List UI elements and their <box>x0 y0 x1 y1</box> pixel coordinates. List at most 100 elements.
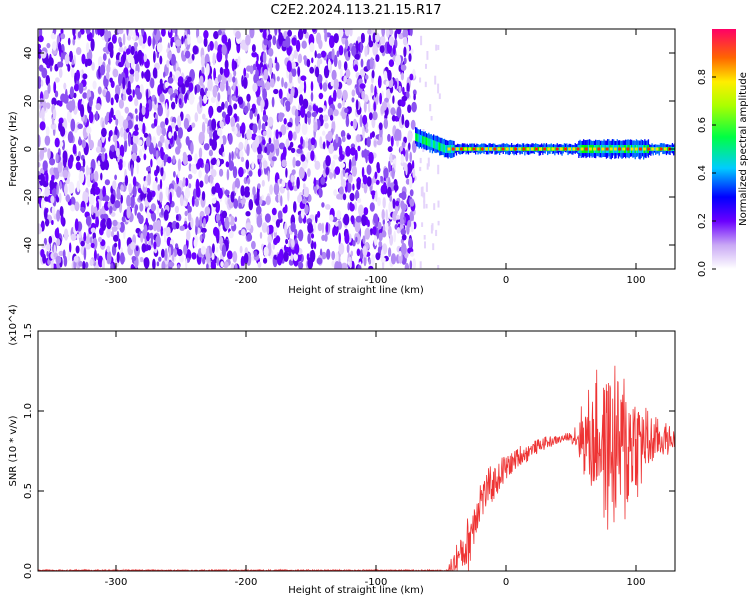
noise-cell <box>173 171 176 178</box>
noise-cell <box>164 248 168 262</box>
noise-cell <box>196 35 203 44</box>
noise-cell <box>322 82 328 92</box>
noise-cell <box>139 52 142 66</box>
noise-cell <box>89 258 94 267</box>
noise-cell <box>280 124 287 136</box>
noise-cell <box>395 54 401 66</box>
noise-cell <box>407 104 412 113</box>
noise-cell <box>114 140 118 152</box>
noise-cell <box>39 148 45 161</box>
noise-cell <box>377 75 382 89</box>
noise-cell <box>38 174 44 180</box>
noise-cell <box>105 90 111 103</box>
noise-cell <box>419 77 422 83</box>
noise-cell <box>261 179 265 187</box>
noise-cell <box>211 118 217 131</box>
noise-cell <box>151 190 156 197</box>
noise-cell <box>241 129 245 139</box>
noise-cell <box>40 51 47 59</box>
noise-cell <box>425 203 428 209</box>
noise-cell <box>203 30 209 39</box>
noise-cell <box>352 183 355 191</box>
noise-cell <box>387 186 392 198</box>
noise-cell <box>262 114 269 123</box>
noise-cell <box>281 77 284 88</box>
noise-cell <box>315 213 318 224</box>
noise-cell <box>150 77 155 89</box>
noise-cell <box>147 99 153 112</box>
noise-cell <box>310 150 315 162</box>
noise-cell <box>153 118 158 127</box>
noise-cell <box>141 71 145 79</box>
noise-cell <box>210 158 217 166</box>
snr-frame <box>37 330 676 572</box>
noise-cell <box>262 88 267 101</box>
noise-cell <box>51 205 56 217</box>
noise-cell <box>76 180 81 193</box>
noise-cell <box>401 141 406 148</box>
noise-cell <box>243 252 249 264</box>
noise-cell <box>421 222 424 227</box>
signal-core <box>518 147 522 151</box>
noise-cell <box>323 65 330 79</box>
noise-cell <box>38 76 42 89</box>
noise-cell <box>285 167 288 178</box>
noise-cell <box>42 160 48 172</box>
noise-cell <box>233 70 237 77</box>
noise-cell <box>294 228 298 236</box>
noise-cell <box>143 257 150 269</box>
noise-cell <box>191 195 195 207</box>
noise-cell <box>110 230 115 238</box>
noise-cell <box>177 264 181 269</box>
noise-cell <box>216 257 220 266</box>
noise-cell <box>256 214 263 228</box>
x-tick-label: 0 <box>503 577 509 588</box>
noise-cell <box>145 217 148 227</box>
noise-cell <box>134 98 139 107</box>
noise-cell <box>48 57 54 67</box>
noise-cell <box>170 53 176 66</box>
noise-cell <box>437 164 440 175</box>
noise-cell <box>69 86 74 99</box>
noise-cell <box>175 70 181 77</box>
noise-cell <box>217 187 223 199</box>
noise-cell <box>159 179 163 190</box>
noise-cell <box>338 29 344 38</box>
noise-cell <box>370 83 374 94</box>
noise-cell <box>51 97 57 106</box>
noise-cell <box>223 67 230 78</box>
noise-cell <box>266 127 272 141</box>
spectrogram-x-ticks: -300 -200 -100 0 100 <box>105 29 646 286</box>
noise-cell <box>261 222 268 233</box>
noise-cell <box>303 80 307 94</box>
noise-cell <box>327 130 333 142</box>
noise-cell <box>300 208 305 219</box>
noise-cell <box>383 70 388 80</box>
noise-cell <box>381 209 385 221</box>
noise-cell <box>181 54 187 62</box>
noise-cell <box>434 75 437 85</box>
noise-cell <box>188 82 194 93</box>
signal-core <box>555 147 559 151</box>
noise-cell <box>251 240 256 250</box>
x-tick-label: 0 <box>503 275 509 286</box>
noise-cell <box>328 35 335 49</box>
noise-cell <box>82 158 86 168</box>
noise-cell <box>51 174 55 182</box>
signal-core <box>564 147 567 151</box>
noise-cell <box>47 259 51 265</box>
noise-cell <box>73 34 76 40</box>
noise-cell <box>300 154 306 162</box>
noise-cell <box>202 256 206 265</box>
noise-cell <box>318 92 324 100</box>
noise-cell <box>225 80 229 92</box>
noise-cell <box>313 241 317 250</box>
noise-cell <box>388 29 394 36</box>
noise-cell <box>427 157 430 167</box>
noise-cell <box>232 76 236 83</box>
noise-cell <box>251 161 255 170</box>
noise-cell <box>273 237 278 246</box>
noise-cell <box>387 146 393 153</box>
noise-cell <box>373 213 379 224</box>
signal-cell <box>446 145 448 153</box>
